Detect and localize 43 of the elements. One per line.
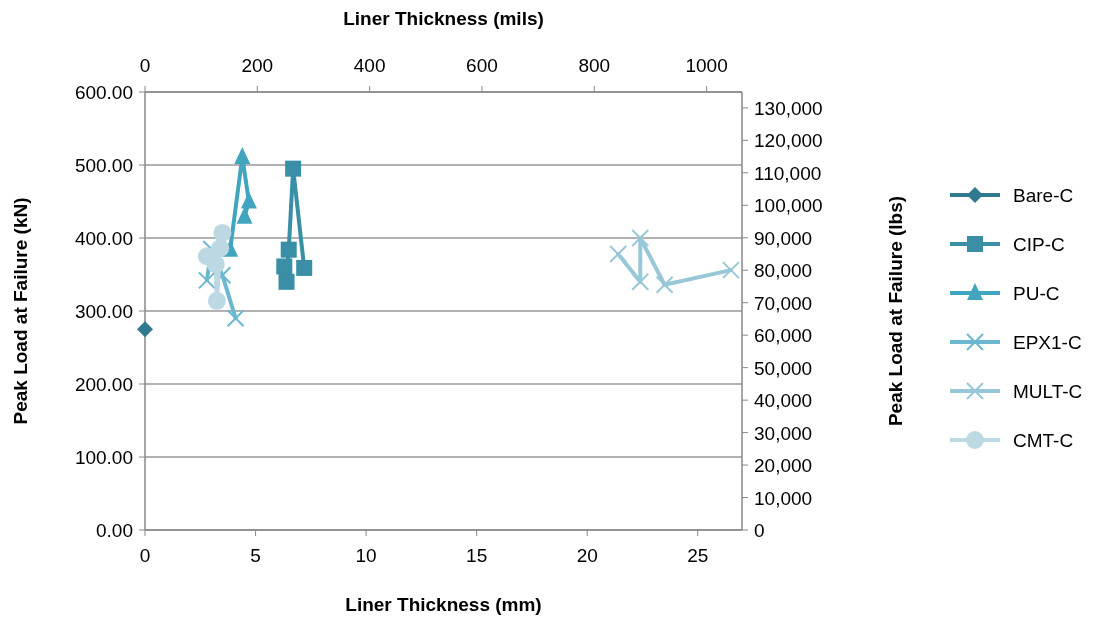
x-tick-label: 0 [139,545,151,566]
y-axis-title: Peak Load at Failure (kN) [10,197,31,425]
y2-tick-label: 50,000 [754,357,813,379]
legend-label: MULT-C [1013,381,1083,402]
x-tick-label: 5 [250,545,261,566]
y-tick-label: 0.00 [96,520,133,541]
x2-tick-label: 0 [139,55,151,76]
y2-tick-label: 120,000 [754,130,823,152]
y-tick-label: 300.00 [74,301,133,322]
y-tick-label: 600.00 [74,82,133,103]
y2-tick-label: 100,000 [754,195,823,217]
legend-label: CIP-C [1013,234,1065,255]
x2-tick-label: 400 [353,55,386,76]
y2-tick-label: 90,000 [754,227,813,249]
x2-tick-label: 600 [466,55,498,76]
y-tick-label: 400.00 [74,228,133,249]
y-tick-label: 500.00 [74,155,133,176]
x2-tick-label: 1000 [685,55,728,76]
y2-tick-label: 10,000 [754,487,813,509]
legend-label: CMT-C [1013,430,1074,451]
y2-tick-label: 80,000 [754,260,813,282]
x-tick-label: 15 [466,545,488,566]
y2-tick-label: 60,000 [754,325,813,347]
y-tick-label: 200.00 [74,374,133,395]
x-tick-label: 20 [576,545,598,566]
x-tick-label: 25 [687,545,709,566]
y2-tick-label: 30,000 [754,422,813,444]
y2-tick-label: 70,000 [754,292,813,314]
x2-tick-label: 200 [241,55,274,76]
x2-axis-title: Liner Thickness (mils) [343,8,544,29]
x2-tick-label: 800 [578,55,611,76]
legend-label: Bare-C [1013,185,1074,206]
x-axis-title: Liner Thickness (mm) [345,594,542,615]
x-tick-label: 10 [355,545,377,566]
y-tick-label: 100.00 [74,447,133,468]
y2-tick-label: 40,000 [754,390,813,412]
y2-axis-title: Peak Load at Failure (lbs) [885,195,906,427]
y2-tick-label: 20,000 [754,455,813,477]
y2-tick-label: 110,000 [754,162,822,184]
y2-tick-label: 0 [754,520,765,541]
y2-tick-label: 130,000 [754,97,823,119]
legend-label: PU-C [1013,283,1060,304]
legend-label: EPX1-C [1013,332,1082,353]
